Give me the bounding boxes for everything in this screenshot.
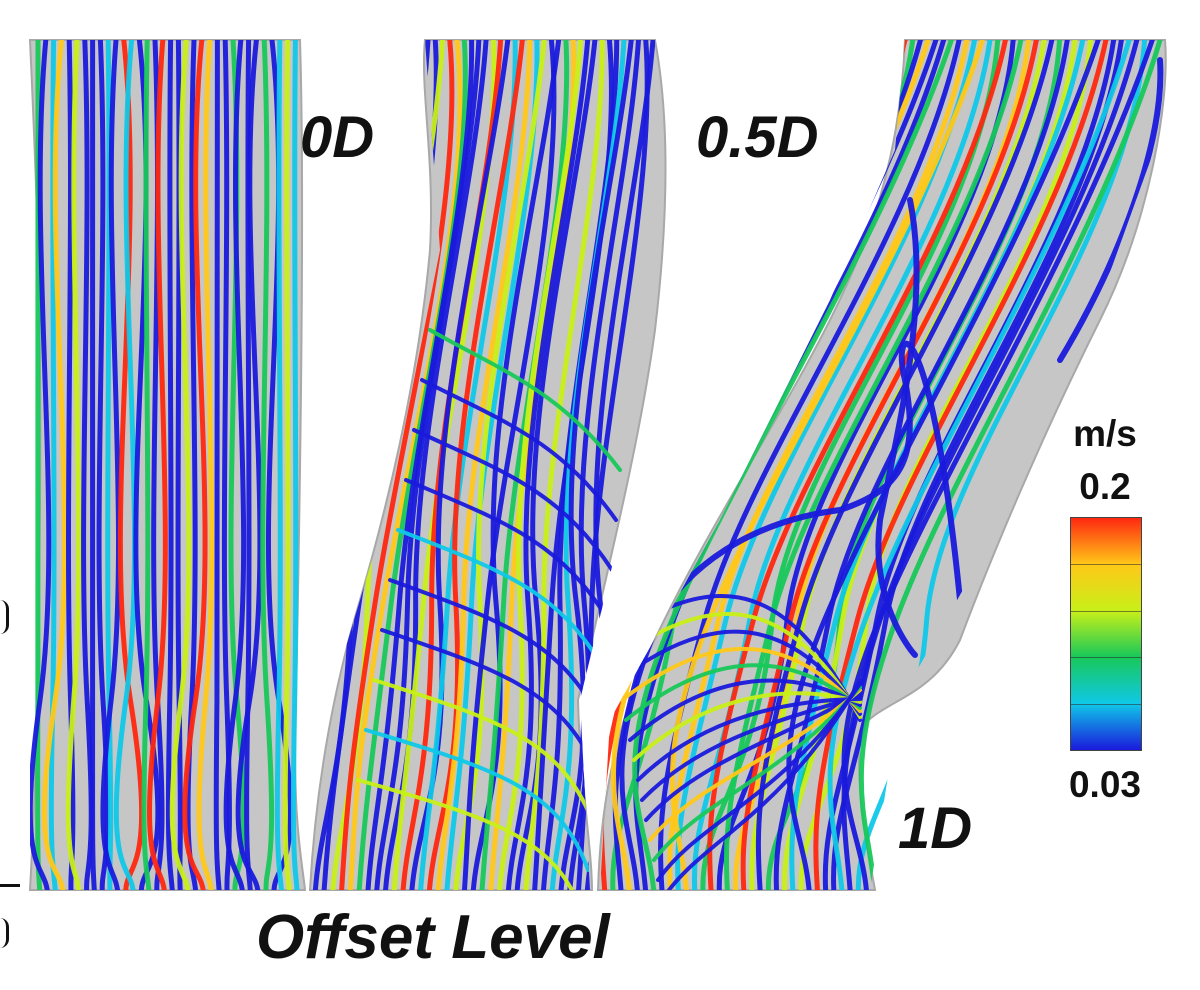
streamline [213, 40, 222, 890]
streamline [624, 663, 862, 722]
streamline [858, 40, 1163, 890]
streamline [558, 40, 634, 890]
streamline [147, 40, 168, 890]
streamline [637, 340, 963, 653]
streamline [632, 691, 862, 762]
streamline [382, 40, 489, 890]
streamline [396, 528, 606, 672]
streamline [274, 40, 285, 890]
streamline [740, 40, 1039, 890]
cropped-edge-mark [0, 884, 20, 887]
streamline [841, 40, 1140, 890]
streamline [691, 40, 993, 890]
streamline [700, 40, 1001, 890]
colorbar-max-label: 0.2 [1079, 466, 1131, 507]
streamline [487, 40, 577, 890]
streamline [373, 40, 482, 890]
streamline [658, 40, 962, 890]
streamline [827, 40, 1132, 890]
streamline [707, 40, 1008, 890]
streamline [380, 628, 598, 772]
streamline [716, 40, 1016, 890]
streamline [221, 40, 232, 890]
streamline [100, 40, 122, 890]
cropped-edge-mark [0, 918, 9, 948]
streamline [660, 679, 862, 890]
streamline [723, 40, 1024, 890]
streamline [566, 40, 641, 890]
streamline [435, 40, 533, 890]
streamline [652, 685, 862, 862]
streamline [855, 40, 1148, 890]
streamline [356, 40, 468, 890]
streamline [282, 40, 293, 890]
vessel-0d [28, 39, 307, 891]
panel-label-0-5d: 0.5D [696, 105, 819, 170]
streamline [30, 40, 52, 890]
streamline [636, 697, 862, 782]
colorbar [1070, 517, 1142, 751]
streamline [616, 629, 862, 716]
streamline [182, 40, 208, 890]
streamline [875, 197, 920, 658]
streamline [428, 328, 622, 472]
streamline [1057, 57, 1164, 363]
vessel-0-5d [308, 39, 667, 891]
streamline [444, 40, 540, 890]
streamline [65, 40, 82, 890]
streamline [841, 40, 1155, 890]
streamline [372, 678, 594, 822]
streamline [644, 691, 862, 822]
streamline [113, 40, 138, 890]
streamline [412, 428, 614, 572]
streamline [96, 40, 110, 890]
streamline [479, 40, 570, 890]
streamline [417, 40, 518, 890]
streamline [620, 646, 862, 713]
streamline [755, 40, 1055, 890]
streamline [523, 40, 605, 890]
streamline [169, 40, 192, 890]
streamline [290, 40, 300, 890]
streamline [648, 688, 862, 842]
streamline [514, 40, 598, 890]
streamline [420, 378, 618, 522]
streamline [404, 478, 610, 622]
streamline [628, 678, 862, 742]
panel-label-0d: 0D [300, 105, 375, 170]
streamline [356, 778, 586, 890]
streamline [632, 40, 954, 890]
vessel-1d [596, 39, 1167, 891]
x-axis-label: Offset Level [256, 903, 610, 972]
colorbar-min-label: 0.03 [1068, 764, 1141, 805]
streamline [786, 40, 1101, 890]
streamline [496, 40, 583, 890]
streamline [640, 694, 862, 802]
streamline [364, 728, 590, 872]
streamline [165, 40, 176, 890]
panel-label-1d: 1D [898, 796, 973, 861]
streamline [117, 40, 145, 890]
streamline [347, 40, 463, 890]
streamline [141, 40, 152, 890]
cropped-edge-mark [0, 600, 9, 634]
streamline [90, 40, 98, 890]
streamline [409, 40, 511, 890]
streamline [656, 682, 862, 882]
streamline [505, 40, 591, 890]
streamline [338, 40, 455, 890]
streamline [223, 40, 247, 890]
streamline [773, 40, 1070, 890]
streamline [41, 40, 68, 890]
colorbar-unit: m/s [1073, 413, 1137, 454]
streamline [81, 40, 94, 890]
streamline [196, 40, 215, 890]
streamline [235, 40, 263, 890]
streamline [260, 40, 275, 890]
